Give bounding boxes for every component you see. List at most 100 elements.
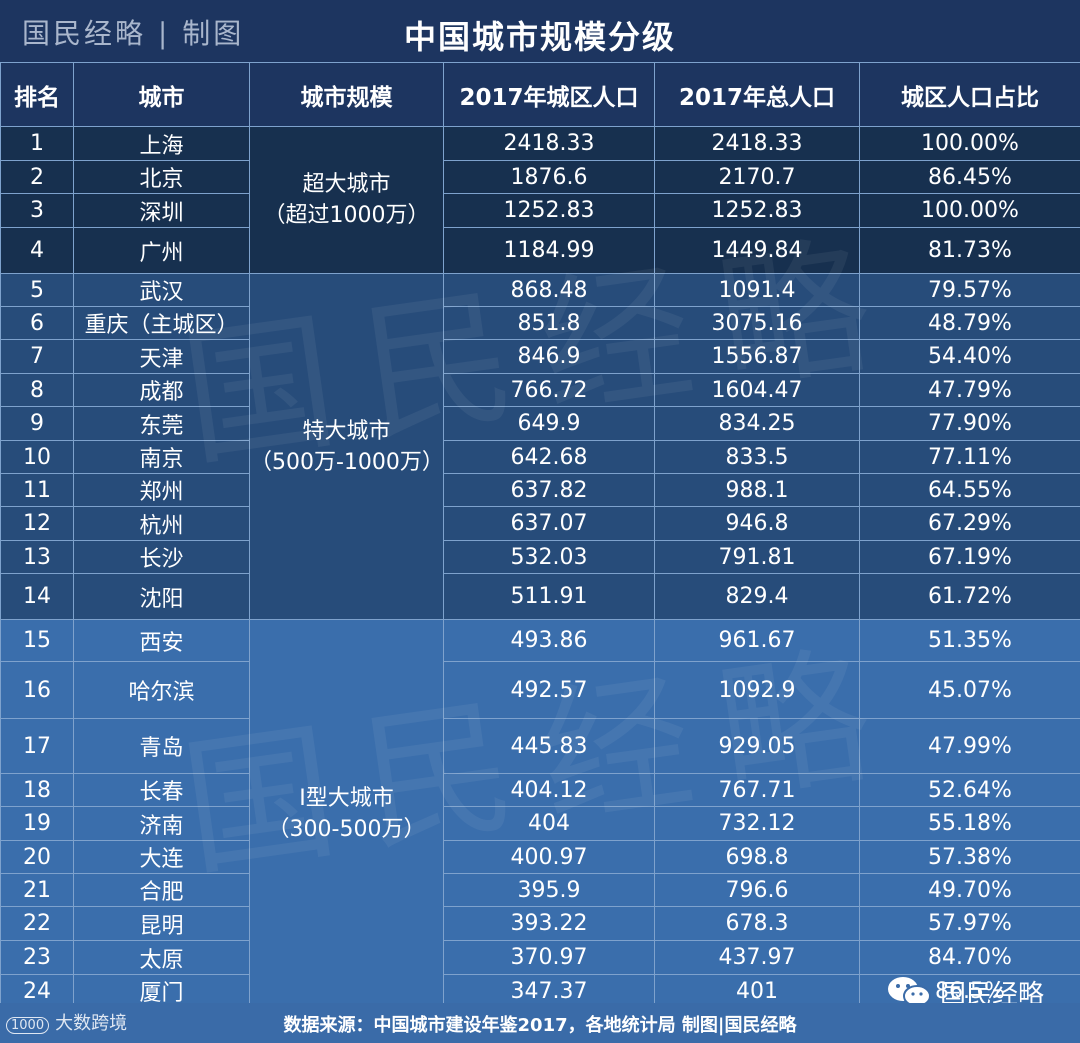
footer-bar: 1000 大数跨境 数据来源：中国城市建设年鉴2017，各地统计局 制图|国民经略 [0, 1003, 1080, 1043]
rank-cell: 22 [0, 906, 74, 941]
city-cell: 重庆（主城区） [73, 306, 250, 340]
urban-population-cell: 404.12 [443, 773, 655, 807]
city-cell: 南京 [73, 440, 250, 474]
urban-ratio-cell: 86.45% [859, 160, 1080, 194]
urban-ratio-cell: 54.40% [859, 339, 1080, 374]
urban-ratio-cell: 100.00% [859, 126, 1080, 161]
city-cell: 长春 [73, 773, 250, 807]
city-scale-table: 排名 城市 城市规模 2017年城区人口 2017年总人口 城区人口占比 1 上海 超大城市 （… [0, 62, 1080, 1008]
scale-cell: I型大城市 （300-500万） [249, 619, 444, 1008]
city-cell: 郑州 [73, 473, 250, 507]
scale-range: （500万-1000万） [250, 449, 444, 475]
city-cell: 沈阳 [73, 573, 250, 620]
city-cell: 北京 [73, 160, 250, 194]
scale-cell: 超大城市 （超过1000万） [249, 126, 444, 274]
table-row: 4 广州 1184.99 1449.84 81.73% [0, 227, 1080, 274]
table-row: 22 昆明 393.22 678.3 57.97% [0, 906, 1080, 941]
urban-ratio-cell: 77.90% [859, 406, 1080, 441]
total-population-cell: 1092.9 [654, 661, 860, 719]
urban-population-cell: 649.9 [443, 406, 655, 441]
urban-ratio-cell: 81.73% [859, 227, 1080, 274]
total-population-cell: 1604.47 [654, 373, 860, 407]
column-header: 城市 [73, 62, 250, 127]
urban-ratio-cell: 55.18% [859, 806, 1080, 841]
urban-population-cell: 445.83 [443, 718, 655, 774]
total-population-cell: 698.8 [654, 840, 860, 874]
rank-cell: 3 [0, 193, 74, 228]
urban-population-cell: 404 [443, 806, 655, 841]
scale-name: 特大城市 [302, 418, 391, 444]
scale-name: I型大城市 [299, 785, 394, 811]
urban-population-cell: 2418.33 [443, 126, 655, 161]
table-row: 14 沈阳 511.91 829.4 61.72% [0, 573, 1080, 620]
total-population-cell: 678.3 [654, 906, 860, 941]
table-row: 19 济南 404 732.12 55.18% [0, 806, 1080, 841]
city-cell: 大连 [73, 840, 250, 874]
rank-cell: 16 [0, 661, 74, 719]
urban-population-cell: 868.48 [443, 273, 655, 307]
urban-ratio-cell: 45.07% [859, 661, 1080, 719]
brand-label: 国民经略 | 制图 [22, 17, 245, 50]
city-cell: 深圳 [73, 193, 250, 228]
total-population-cell: 2170.7 [654, 160, 860, 194]
urban-ratio-cell: 61.72% [859, 573, 1080, 620]
city-cell: 东莞 [73, 406, 250, 441]
table-row: 9 东莞 649.9 834.25 77.90% [0, 406, 1080, 441]
column-header: 2017年总人口 [654, 62, 860, 127]
table-row: 10 南京 642.68 833.5 77.11% [0, 440, 1080, 474]
city-cell: 上海 [73, 126, 250, 161]
urban-ratio-cell: 57.97% [859, 906, 1080, 941]
table-body: 1 上海 超大城市 （超过1000万） 2418.33 2418.33 100.00% 2 北京… [0, 126, 1080, 1008]
rank-cell: 1 [0, 126, 74, 161]
rank-cell: 21 [0, 873, 74, 907]
urban-population-cell: 766.72 [443, 373, 655, 407]
city-cell: 天津 [73, 339, 250, 374]
total-population-cell: 1252.83 [654, 193, 860, 228]
logo-mark-icon: 1000 [6, 1017, 50, 1034]
table-row: 7 天津 846.9 1556.87 54.40% [0, 339, 1080, 374]
table-header-row: 排名 城市 城市规模 2017年城区人口 2017年总人口 城区人口占比 [0, 62, 1080, 127]
total-population-cell: 1556.87 [654, 339, 860, 374]
urban-ratio-cell: 57.38% [859, 840, 1080, 874]
urban-population-cell: 400.97 [443, 840, 655, 874]
table-row: 2 北京 1876.6 2170.7 86.45% [0, 160, 1080, 194]
urban-population-cell: 642.68 [443, 440, 655, 474]
urban-ratio-cell: 48.79% [859, 306, 1080, 340]
urban-population-cell: 846.9 [443, 339, 655, 374]
rank-cell: 15 [0, 619, 74, 662]
urban-ratio-cell: 67.19% [859, 540, 1080, 574]
total-population-cell: 1091.4 [654, 273, 860, 307]
total-population-cell: 767.71 [654, 773, 860, 807]
total-population-cell: 829.4 [654, 573, 860, 620]
total-population-cell: 833.5 [654, 440, 860, 474]
rank-cell: 5 [0, 273, 74, 307]
rank-cell: 17 [0, 718, 74, 774]
urban-ratio-cell: 51.35% [859, 619, 1080, 662]
city-cell: 合肥 [73, 873, 250, 907]
rank-cell: 24 [0, 974, 74, 1008]
column-header: 排名 [0, 62, 74, 127]
city-cell: 济南 [73, 806, 250, 841]
urban-population-cell: 637.07 [443, 506, 655, 541]
table-row: 20 大连 400.97 698.8 57.38% [0, 840, 1080, 874]
table-row: 15 西安 I型大城市 （300-500万） 493.86 961.67 51.35% [0, 619, 1080, 1008]
table-row: 5 武汉 特大城市 （500万-1000万） 868.48 1091.4 79.57% [0, 273, 1080, 620]
city-cell: 广州 [73, 227, 250, 274]
total-population-cell: 732.12 [654, 806, 860, 841]
city-cell: 杭州 [73, 506, 250, 541]
city-cell: 西安 [73, 619, 250, 662]
table-row: 23 太原 370.97 437.97 84.70% [0, 940, 1080, 975]
urban-population-cell: 637.82 [443, 473, 655, 507]
urban-ratio-cell: 64.55% [859, 473, 1080, 507]
rank-cell: 9 [0, 406, 74, 441]
footer-logo: 1000 大数跨境 [6, 1009, 127, 1035]
urban-population-cell: 851.8 [443, 306, 655, 340]
urban-ratio-cell: 77.11% [859, 440, 1080, 474]
total-population-cell: 2418.33 [654, 126, 860, 161]
scale-range: （300-500万） [267, 816, 426, 842]
city-cell: 长沙 [73, 540, 250, 574]
column-header: 2017年城区人口 [443, 62, 655, 127]
rank-cell: 2 [0, 160, 74, 194]
urban-population-cell: 393.22 [443, 906, 655, 941]
urban-population-cell: 532.03 [443, 540, 655, 574]
